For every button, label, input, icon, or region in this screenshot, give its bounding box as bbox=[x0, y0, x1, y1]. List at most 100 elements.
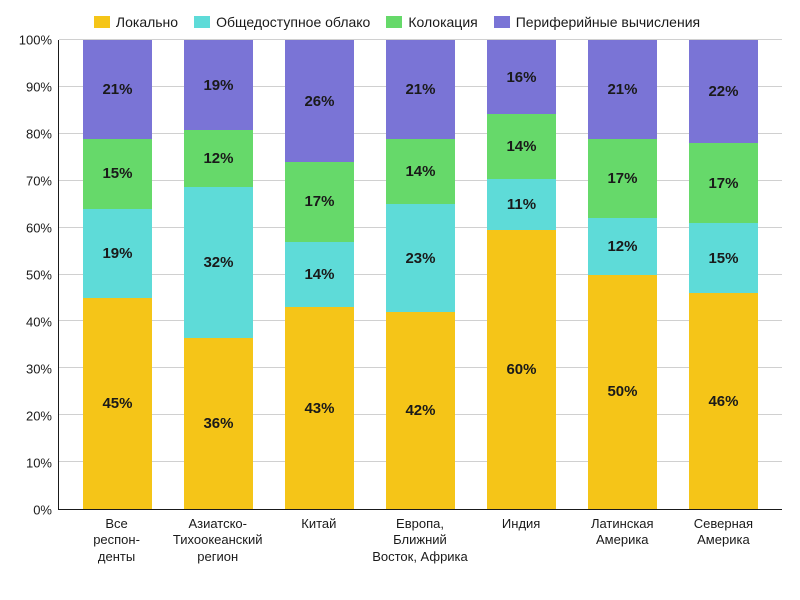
bar-segment-label: 23% bbox=[405, 250, 435, 267]
stacked-bar: 50% 12% 17% 21% bbox=[588, 40, 657, 509]
legend-label: Колокация bbox=[408, 14, 477, 30]
legend-label: Периферийные вычисления bbox=[516, 14, 700, 30]
stacked-bar: 42% 23% 14% 21% bbox=[386, 40, 455, 509]
bar-segment-label: 60% bbox=[506, 361, 536, 378]
bar-segment-label: 16% bbox=[506, 69, 536, 86]
y-tick-label: 70% bbox=[26, 174, 52, 189]
bar-segment-cloud: 12% bbox=[588, 218, 657, 274]
x-axis-label: Китай bbox=[268, 516, 369, 565]
y-tick-label: 40% bbox=[26, 315, 52, 330]
y-tick-label: 50% bbox=[26, 268, 52, 283]
x-axis-label: Индия bbox=[471, 516, 572, 565]
bar-segment-label: 14% bbox=[405, 163, 435, 180]
bar-column: 50% 12% 17% 21% bbox=[572, 40, 673, 509]
bar-segment-cloud: 14% bbox=[285, 242, 354, 308]
bar-segment-label: 50% bbox=[607, 383, 637, 400]
stacked-bar: 43% 14% 17% 26% bbox=[285, 40, 354, 509]
x-axis-label: СевернаяАмерика bbox=[673, 516, 774, 565]
bar-segment-label: 17% bbox=[607, 170, 637, 187]
bar-segment-label: 21% bbox=[607, 81, 637, 98]
bar-segment-label: 46% bbox=[708, 393, 738, 410]
bar-segment-local: 42% bbox=[386, 312, 455, 509]
bar-segment-label: 15% bbox=[102, 165, 132, 182]
bar-segment-local: 50% bbox=[588, 275, 657, 510]
bar-segment-colo: 15% bbox=[83, 139, 152, 209]
bar-segment-label: 26% bbox=[304, 93, 334, 110]
y-tick-label: 80% bbox=[26, 127, 52, 142]
legend-label: Общедоступное облако bbox=[216, 14, 370, 30]
legend-item: Общедоступное облако bbox=[194, 14, 370, 30]
x-axis-label: Азиатско-Тихоокеанскийрегион bbox=[167, 516, 268, 565]
bar-segment-colo: 14% bbox=[386, 139, 455, 205]
y-tick-label: 10% bbox=[26, 456, 52, 471]
bar-segment-label: 43% bbox=[304, 400, 334, 417]
bar-segment-colo: 17% bbox=[285, 162, 354, 242]
legend-swatch bbox=[494, 16, 510, 28]
bar-column: 36%32%12%19% bbox=[168, 40, 269, 509]
bar-segment-label: 19% bbox=[102, 245, 132, 262]
bar-segment-label: 45% bbox=[102, 395, 132, 412]
legend-item: Периферийные вычисления bbox=[494, 14, 700, 30]
x-axis-label: ЛатинскаяАмерика bbox=[572, 516, 673, 565]
bar-segment-edge: 22% bbox=[689, 40, 758, 143]
bar-segment-colo: 14% bbox=[487, 114, 556, 179]
legend: Локально Общедоступное облако Колокация Пер… bbox=[12, 12, 782, 40]
bar-segment-edge: 21% bbox=[386, 40, 455, 138]
bar-segment-edge: 21% bbox=[83, 40, 152, 138]
bar-segment-cloud: 23% bbox=[386, 204, 455, 312]
bar-segment-label: 12% bbox=[607, 238, 637, 255]
bar-segment-label: 19% bbox=[203, 77, 233, 94]
bar-segment-cloud: 32% bbox=[184, 187, 253, 339]
bar-segment-cloud: 15% bbox=[689, 223, 758, 293]
stacked-bar: 45% 19% 15% 21% bbox=[83, 40, 152, 509]
bar-segment-label: 17% bbox=[304, 193, 334, 210]
bar-segment-colo: 17% bbox=[588, 139, 657, 219]
bar-segment-local: 36% bbox=[184, 338, 253, 509]
bar-segment-label: 15% bbox=[708, 250, 738, 267]
bar-segment-local: 46% bbox=[689, 293, 758, 509]
legend-swatch bbox=[194, 16, 210, 28]
bar-segment-local: 45% bbox=[83, 298, 152, 509]
bar-column: 43% 14% 17% 26% bbox=[269, 40, 370, 509]
bar-segment-label: 36% bbox=[203, 415, 233, 432]
y-tick-label: 100% bbox=[19, 33, 52, 48]
bar-column: 42% 23% 14% 21% bbox=[370, 40, 471, 509]
legend-swatch bbox=[94, 16, 110, 28]
bar-segment-label: 17% bbox=[708, 175, 738, 192]
bar-segment-label: 32% bbox=[203, 254, 233, 271]
y-tick-label: 30% bbox=[26, 362, 52, 377]
bar-segment-label: 14% bbox=[304, 266, 334, 283]
bar-segment-cloud: 19% bbox=[83, 209, 152, 298]
y-tick-label: 60% bbox=[26, 221, 52, 236]
bar-segment-local: 43% bbox=[285, 307, 354, 509]
y-tick-label: 90% bbox=[26, 80, 52, 95]
bar-column: 60% 11% 14% 16% bbox=[471, 40, 572, 509]
bar-segment-colo: 17% bbox=[689, 143, 758, 223]
x-axis: Всереспон-дентыАзиатско-Тихоокеанскийрег… bbox=[58, 510, 782, 565]
bar-segment-label: 21% bbox=[405, 81, 435, 98]
stacked-bar: 60% 11% 14% 16% bbox=[487, 40, 556, 509]
bar-segment-edge: 16% bbox=[487, 40, 556, 114]
bar-segment-edge: 19% bbox=[184, 40, 253, 130]
stacked-bar-chart: Локально Общедоступное облако Колокация Пер… bbox=[0, 0, 800, 600]
y-tick-label: 20% bbox=[26, 409, 52, 424]
bar-segment-label: 22% bbox=[708, 83, 738, 100]
legend-label: Локально bbox=[116, 14, 178, 30]
bar-column: 45% 19% 15% 21% bbox=[67, 40, 168, 509]
bar-segment-edge: 26% bbox=[285, 40, 354, 162]
bar-segment-label: 14% bbox=[506, 138, 536, 155]
legend-swatch bbox=[386, 16, 402, 28]
y-axis: 0%10%20%30%40%50%60%70%80%90%100% bbox=[12, 40, 58, 510]
stacked-bar: 36%32%12%19% bbox=[184, 40, 253, 509]
bars-container: 45% 19% 15% 21% 36% 32% 12% 19% 43% 14% 17% 26% 42% 2… bbox=[59, 40, 782, 509]
bar-column: 46% 15% 17% 22% bbox=[673, 40, 774, 509]
bar-segment-label: 11% bbox=[507, 196, 536, 213]
bar-segment-cloud: 11% bbox=[487, 179, 556, 230]
bar-segment-label: 42% bbox=[405, 402, 435, 419]
bar-segment-edge: 21% bbox=[588, 40, 657, 138]
x-axis-label: Европа,БлижнийВосток, Африка bbox=[369, 516, 470, 565]
plot-area: 0%10%20%30%40%50%60%70%80%90%100% 45%19%… bbox=[12, 40, 782, 510]
bar-segment-local: 60% bbox=[487, 230, 556, 509]
legend-item: Колокация bbox=[386, 14, 477, 30]
plot: 45% 19% 15% 21% 36% 32% 12% 19% 43% 14% 17% 26% 42% 2… bbox=[58, 40, 782, 510]
